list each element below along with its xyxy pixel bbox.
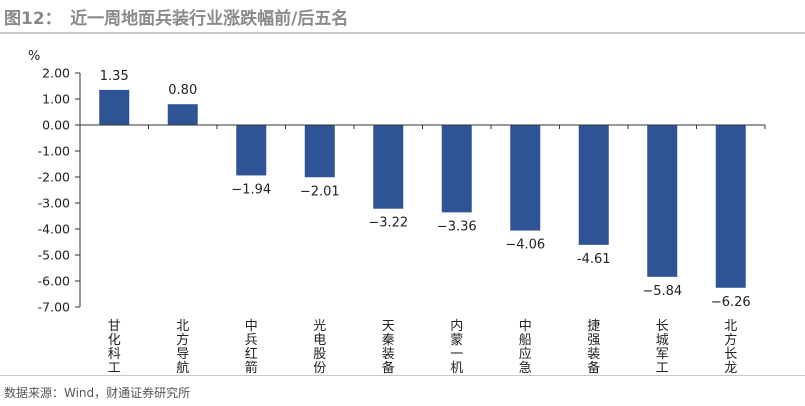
bar-5 <box>373 125 404 209</box>
data-label: -4.61 <box>577 252 611 267</box>
bar-7 <box>510 125 541 231</box>
title-divider <box>0 32 805 34</box>
data-label: −3.36 <box>437 219 477 234</box>
y-tick-label: -6.00 <box>38 274 70 289</box>
y-tick-label: -2.00 <box>38 170 70 185</box>
bar-6 <box>441 125 472 213</box>
data-label: −6.26 <box>711 295 751 310</box>
y-tick-label: -3.00 <box>38 196 70 211</box>
category-label: 天秦装备 <box>382 319 395 375</box>
source-note: 数据来源：Wind，财通证券研究所 <box>4 386 191 400</box>
figure-title: 图12： 近一周地面兵装行业涨跌幅前/后五名 <box>4 9 349 29</box>
category-label: 内蒙一机 <box>450 318 463 375</box>
y-tick-label: 2.00 <box>42 66 70 81</box>
y-tick-label: 1.00 <box>42 92 70 107</box>
category-label: 甘化科工 <box>108 319 121 375</box>
bar-4 <box>304 125 335 178</box>
y-tick-label: -7.00 <box>38 300 70 315</box>
bar-2 <box>167 104 198 125</box>
data-label: −5.84 <box>642 284 682 299</box>
bar-1 <box>99 89 130 125</box>
y-axis-unit: % <box>28 49 40 64</box>
y-tick-label: 0.00 <box>42 118 70 133</box>
bar-9 <box>647 125 678 277</box>
figure-header: 图12： 近一周地面兵装行业涨跌幅前/后五名 <box>0 0 805 30</box>
bar-10 <box>715 125 746 288</box>
category-label: 捷强装备 <box>587 319 600 375</box>
data-label: −3.22 <box>368 216 408 231</box>
y-tick-label: -1.00 <box>38 144 70 159</box>
data-label: −2.01 <box>300 184 340 199</box>
footer-divider <box>0 375 805 376</box>
category-label: 北方导航 <box>176 319 189 375</box>
bar-chart: %2.00 1.00 0.00 -1.00 -2.00 -3.00 -4.00 -5.00 -6… <box>28 49 766 375</box>
data-label: −1.94 <box>231 182 271 197</box>
category-label: 北方长龙 <box>724 319 737 375</box>
data-label: 1.35 <box>100 69 129 84</box>
category-label: 光电股份 <box>313 319 326 375</box>
bar-8 <box>578 125 609 245</box>
category-label: 中船应急 <box>519 319 532 375</box>
data-label: −4.06 <box>505 238 545 253</box>
data-label: 0.80 <box>168 83 197 98</box>
y-tick-label: -4.00 <box>38 222 70 237</box>
bar-3 <box>236 125 267 176</box>
category-label: 长城军工 <box>656 319 669 375</box>
y-tick-label: -5.00 <box>38 248 70 263</box>
category-label: 中兵红箭 <box>245 319 258 375</box>
